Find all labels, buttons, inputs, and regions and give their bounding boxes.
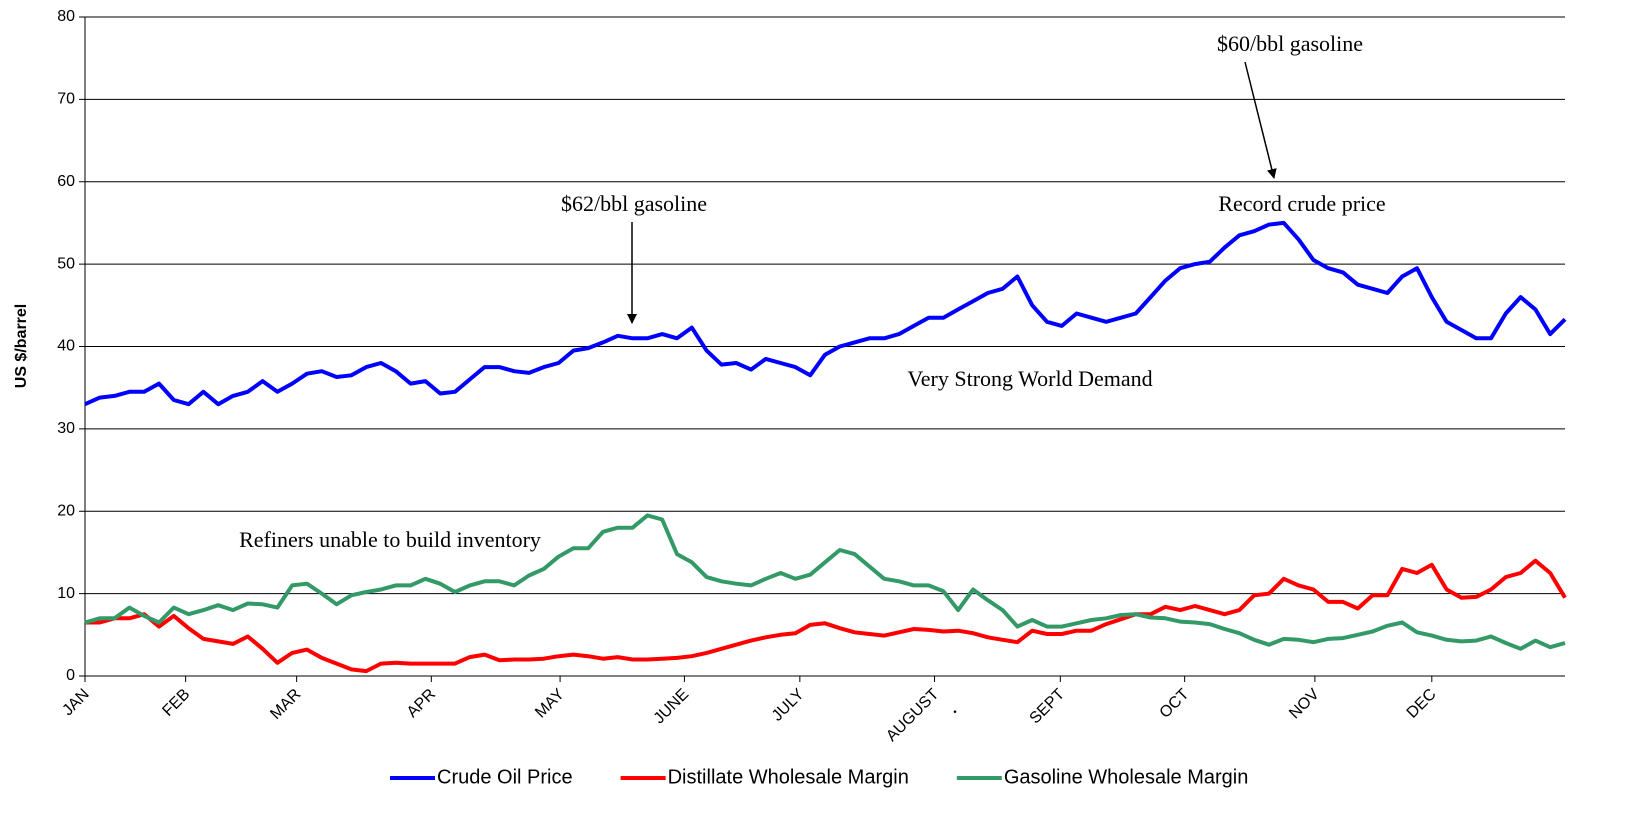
x-tick-label: OCT — [1157, 686, 1193, 722]
legend-label: Distillate Wholesale Margin — [668, 766, 909, 788]
arrow — [1244, 61, 1277, 179]
x-tick-label: JAN — [59, 686, 92, 719]
legend-label: Crude Oil Price — [437, 766, 573, 788]
y-tick-label: 20 — [57, 502, 75, 519]
annotation: Refiners unable to build inventory — [239, 527, 541, 552]
x-tick-label: NOV — [1286, 686, 1323, 723]
x-tick-label: JULY — [769, 686, 808, 725]
x-tick-label: AUGUST — [883, 686, 942, 745]
y-tick-label: 70 — [57, 91, 75, 108]
y-tick-label: 80 — [57, 8, 75, 25]
y-tick-label: 40 — [57, 338, 75, 355]
annotation: $60/bbl gasoline — [1217, 31, 1363, 56]
annotation: Very Strong World Demand — [907, 366, 1152, 391]
annotation: . — [952, 693, 958, 718]
legend-label: Gasoline Wholesale Margin — [1004, 766, 1249, 788]
x-tick-label: MAR — [267, 686, 304, 723]
series-line — [84, 220, 1567, 407]
series-line — [85, 558, 1567, 674]
y-tick-label: 50 — [57, 255, 75, 272]
x-tick-label: FEB — [159, 686, 193, 720]
x-tick-label: APR — [404, 686, 439, 721]
x-tick-label: DEC — [1404, 686, 1440, 722]
y-tick-label: 30 — [57, 420, 75, 437]
y-axis-label: US $/barrel — [13, 304, 30, 388]
annotation: $62/bbl gasoline — [561, 191, 707, 216]
x-tick-label: SEPT — [1027, 686, 1069, 728]
annotation: Record crude price — [1218, 191, 1385, 216]
x-tick-label: JUNE — [651, 686, 693, 728]
y-tick-label: 60 — [57, 173, 75, 190]
y-tick-label: 0 — [66, 667, 75, 684]
x-tick-label: MAY — [532, 686, 568, 722]
y-tick-label: 10 — [57, 585, 75, 602]
series-line — [84, 513, 1566, 651]
